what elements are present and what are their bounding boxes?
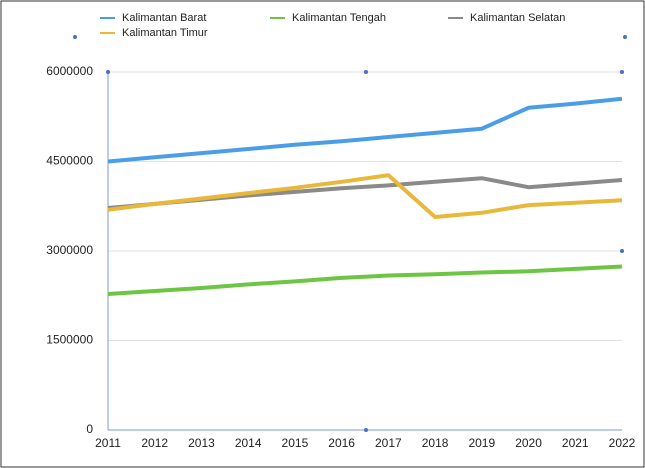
x-tick-label: 2013 — [188, 436, 215, 450]
x-tick-label: 2016 — [328, 436, 355, 450]
legend-label: Kalimantan Barat — [122, 12, 206, 24]
x-tick-label: 2017 — [375, 436, 402, 450]
x-tick-label: 2019 — [468, 436, 495, 450]
series-line — [107, 96, 623, 164]
x-tick-label: 2020 — [515, 436, 542, 450]
y-tick-label: 3000000 — [46, 243, 93, 257]
legend-label: Kalimantan Timur — [122, 27, 208, 39]
x-tick-label: 2011 — [95, 436, 121, 450]
selection-handles — [73, 35, 627, 432]
x-tick-label: 2018 — [422, 436, 449, 450]
x-tick-label: 2014 — [235, 436, 262, 450]
x-tick-label: 2022 — [609, 436, 636, 450]
y-tick-label: 6000000 — [46, 64, 93, 78]
series-line — [107, 173, 623, 219]
legend-label: Kalimantan Selatan — [470, 12, 565, 24]
y-tick-label: 1500000 — [46, 333, 93, 347]
y-tick-label: 4500000 — [46, 154, 93, 168]
legend-label: Kalimantan Tengah — [292, 12, 386, 24]
x-tick-label: 2012 — [141, 436, 168, 450]
series-line — [107, 264, 623, 296]
x-tick-label: 2021 — [562, 436, 589, 450]
x-tick-label: 2015 — [282, 436, 309, 450]
y-tick-label: 0 — [86, 422, 93, 436]
